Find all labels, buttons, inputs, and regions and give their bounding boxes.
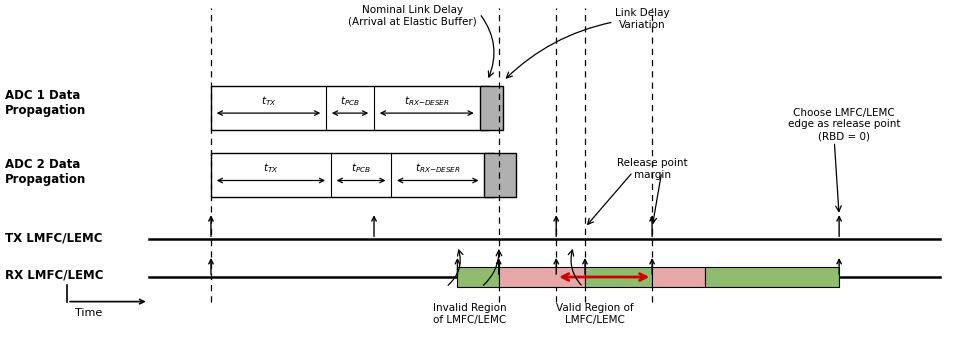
- Bar: [652, 267, 705, 287]
- Text: $t_{RX\mathrm{-}DESER}$: $t_{RX\mathrm{-}DESER}$: [404, 94, 450, 108]
- Text: Link Delay
Variation: Link Delay Variation: [616, 8, 669, 30]
- Text: $t_{TX}$: $t_{TX}$: [263, 162, 279, 176]
- Text: $t_{RX\mathrm{-}DESER}$: $t_{RX\mathrm{-}DESER}$: [415, 162, 460, 176]
- Bar: [457, 267, 499, 287]
- Text: RX LMFC/LEMC: RX LMFC/LEMC: [5, 268, 104, 281]
- Text: ADC 2 Data
Propagation: ADC 2 Data Propagation: [5, 158, 86, 186]
- Bar: [480, 86, 503, 130]
- Text: $t_{PCB}$: $t_{PCB}$: [340, 94, 360, 108]
- Text: Invalid Region
of LMFC/LEMC: Invalid Region of LMFC/LEMC: [433, 303, 506, 325]
- Text: Time: Time: [75, 308, 102, 318]
- Bar: [211, 86, 489, 130]
- Text: $t_{PCB}$: $t_{PCB}$: [351, 162, 371, 176]
- Text: Choose LMFC/LEMC
edge as release point
(RBD = 0): Choose LMFC/LEMC edge as release point (…: [787, 108, 901, 141]
- Text: ADC 1 Data
Propagation: ADC 1 Data Propagation: [5, 89, 86, 117]
- Text: $t_{TX}$: $t_{TX}$: [261, 94, 276, 108]
- Bar: [705, 267, 839, 287]
- Bar: [585, 267, 652, 287]
- Bar: [484, 153, 516, 197]
- Bar: [211, 153, 494, 197]
- Text: Nominal Link Delay
(Arrival at Elastic Buffer): Nominal Link Delay (Arrival at Elastic B…: [348, 5, 477, 27]
- Text: Valid Region of
LMFC/LEMC: Valid Region of LMFC/LEMC: [556, 303, 633, 325]
- Text: TX LMFC/LEMC: TX LMFC/LEMC: [5, 231, 103, 244]
- Text: Release point
margin: Release point margin: [617, 158, 688, 180]
- Bar: [499, 267, 585, 287]
